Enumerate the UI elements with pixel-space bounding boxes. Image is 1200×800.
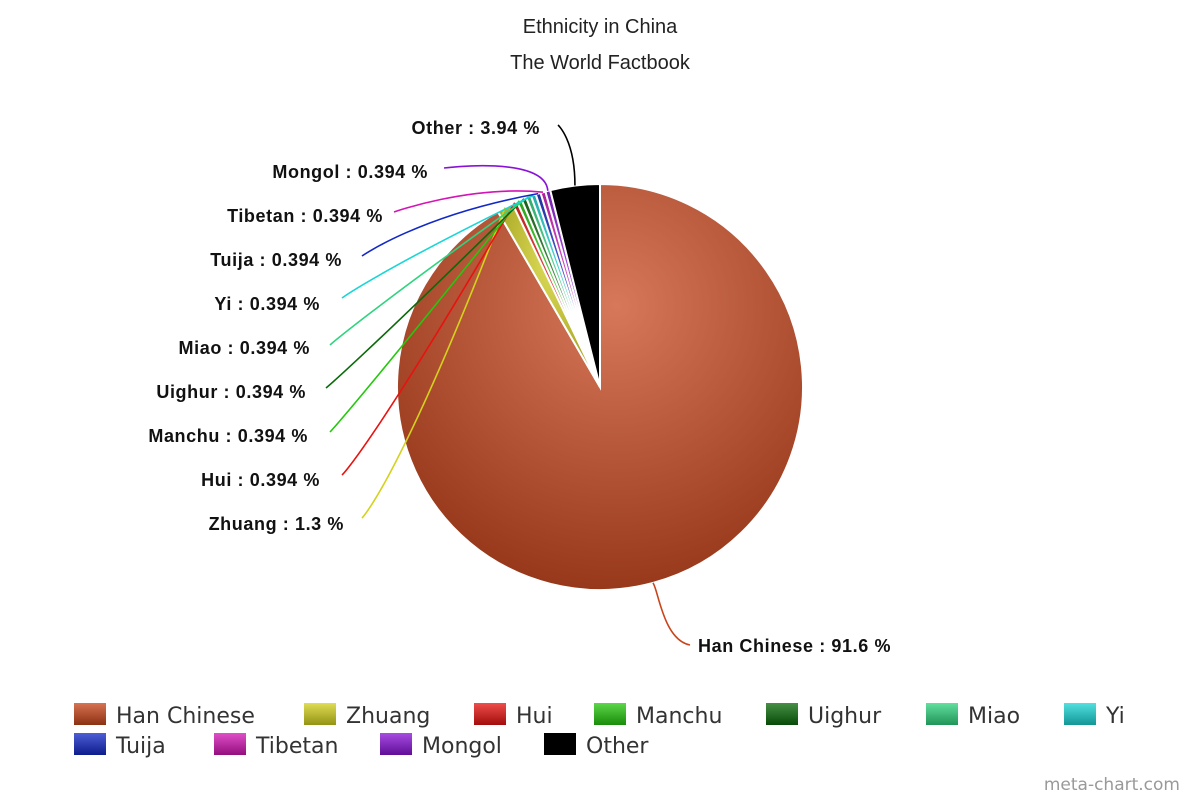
legend-label-zhuang: Zhuang (346, 704, 430, 729)
legend-swatch-other (544, 733, 576, 755)
legend-swatch-uighur (766, 703, 798, 725)
connector-other (557, 124, 576, 186)
legend-swatch-tibetan (214, 733, 246, 755)
data-label-tibetan: Tibetan : 0.394 % (227, 206, 383, 226)
data-label-other: Other : 3.94 % (412, 118, 540, 138)
data-labels: Han Chinese : 91.6 % Zhuang : 1.3 % Hui : … (148, 118, 891, 656)
connector-tibetan (393, 190, 544, 213)
legend-label-mongol: Mongol (422, 734, 502, 759)
connector-yi (341, 194, 534, 299)
legend-swatch-hui (474, 703, 506, 725)
connector-zhuang (361, 207, 506, 519)
connector-mongol (443, 164, 549, 191)
connector-tuija (361, 192, 539, 257)
legend-label-tuija: Tuija (115, 734, 166, 759)
legend-swatch-tuija (74, 733, 106, 755)
data-label-mongol: Mongol : 0.394 % (272, 162, 428, 182)
legend-label-tibetan: Tibetan (255, 734, 338, 759)
legend-label-miao: Miao (968, 704, 1020, 729)
data-label-hui: Hui : 0.394 % (201, 470, 320, 490)
connector-hui (341, 202, 516, 476)
legend-label-yi: Yi (1105, 704, 1125, 729)
legend-label-hui: Hui (516, 704, 553, 729)
chart-title: Ethnicity in China (523, 16, 678, 38)
data-label-han-chinese: Han Chinese : 91.6 % (698, 636, 891, 656)
legend-swatch-han-chinese (74, 703, 106, 725)
label-connectors (325, 124, 691, 646)
legend-swatch-mongol (380, 733, 412, 755)
legend-label-han-chinese: Han Chinese (116, 704, 255, 729)
legend-swatch-manchu (594, 703, 626, 725)
legend-swatch-miao (926, 703, 958, 725)
legend-label-other: Other (586, 734, 649, 759)
connector-miao (329, 196, 530, 346)
credit-text: meta-chart.com (1044, 775, 1180, 795)
data-label-miao: Miao : 0.394 % (179, 338, 310, 358)
connector-han-chinese (652, 582, 691, 646)
chart-subtitle: The World Factbook (510, 52, 691, 74)
connector-uighur (325, 198, 525, 389)
data-label-zhuang: Zhuang : 1.3 % (209, 514, 344, 534)
legend-label-uighur: Uighur (808, 704, 882, 729)
legend-label-manchu: Manchu (636, 704, 722, 729)
data-label-manchu: Manchu : 0.394 % (148, 426, 308, 446)
slice-other (549, 182, 601, 388)
legend-swatch-yi (1064, 703, 1096, 725)
data-label-uighur: Uighur : 0.394 % (156, 382, 306, 402)
legend: Han Chinese Zhuang Hui Manchu Uighur Miao Yi Tu… (74, 703, 1125, 759)
pie-slices (396, 182, 804, 591)
data-label-yi: Yi : 0.394 % (214, 294, 320, 314)
legend-swatch-zhuang (304, 703, 336, 725)
connector-manchu (329, 200, 520, 433)
data-label-tuija: Tuija : 0.394 % (210, 250, 342, 270)
